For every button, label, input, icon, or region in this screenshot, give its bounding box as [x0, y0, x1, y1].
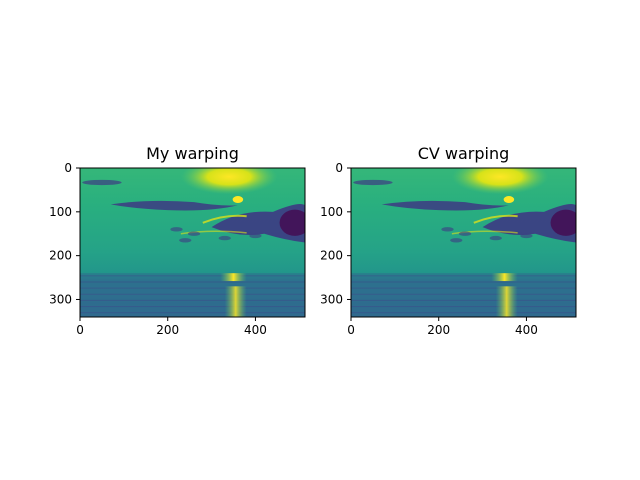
y-tick-label: 200 [49, 249, 72, 263]
reflection [491, 273, 518, 282]
sun-disk [232, 196, 244, 204]
cloud [249, 233, 262, 239]
subplot-cv-warping: CV warping 0 200 400 0 100 200 300 [320, 144, 577, 337]
x-tick-label: 200 [427, 323, 450, 337]
cloud [110, 200, 238, 211]
cloud [489, 235, 502, 241]
cloud [82, 179, 122, 186]
cloud [179, 238, 192, 243]
cloud [482, 203, 576, 243]
cloud [458, 231, 472, 236]
x-tick-label: 400 [515, 323, 538, 337]
x-tick-label: 0 [347, 323, 355, 337]
wave-line [80, 299, 305, 301]
axes-frame [350, 167, 577, 318]
wave-line [80, 281, 305, 283]
y-axis: 0 100 200 300 [49, 161, 80, 306]
cloud [550, 209, 576, 236]
sun-disk [503, 196, 515, 204]
y-tick-label: 300 [320, 292, 343, 306]
image-my-warping [80, 168, 305, 317]
wave-line [80, 287, 305, 289]
axes-frame [79, 167, 306, 318]
x-tick-label: 0 [76, 323, 84, 337]
wave-line [351, 306, 576, 308]
cloud [353, 179, 393, 186]
sea [80, 273, 305, 317]
cloud [218, 235, 231, 241]
wave-line [80, 275, 305, 277]
image-cv-warping [351, 168, 576, 317]
x-axis: 0 200 400 [347, 317, 538, 337]
y-tick-label: 0 [64, 161, 72, 175]
wave-line [351, 312, 576, 314]
y-tick-label: 100 [49, 205, 72, 219]
y-tick-label: 0 [335, 161, 343, 175]
wave-line [351, 287, 576, 289]
cloud-edge [451, 230, 518, 235]
cloud [279, 209, 305, 236]
cloud [170, 227, 183, 232]
wave-line [351, 281, 576, 283]
reflection [495, 286, 518, 317]
plot-title: CV warping [418, 144, 510, 163]
sea [351, 273, 576, 317]
wave-line [351, 293, 576, 295]
y-tick-label: 200 [320, 249, 343, 263]
wave-line [80, 306, 305, 308]
reflection [220, 273, 247, 282]
cloud [187, 231, 201, 236]
sun-glow [180, 168, 278, 195]
cloud-edge [473, 214, 518, 224]
y-axis: 0 100 200 300 [320, 161, 351, 306]
cloud-edge [202, 214, 247, 224]
y-tick-label: 100 [320, 205, 343, 219]
x-tick-label: 400 [244, 323, 267, 337]
cloud [450, 238, 463, 243]
cloud [520, 233, 533, 239]
cloud [381, 200, 509, 211]
wave-line [351, 299, 576, 301]
wave-line [80, 312, 305, 314]
cloud [441, 227, 454, 232]
wave-line [351, 275, 576, 277]
reflection [224, 286, 247, 317]
plot-title: My warping [146, 144, 239, 163]
y-tick-label: 300 [49, 292, 72, 306]
subplot-my-warping: My warping 0 200 400 0 100 200 300 [49, 144, 306, 337]
sun-glow [451, 168, 549, 195]
cloud-edge [180, 230, 247, 235]
cloud [211, 203, 305, 243]
x-axis: 0 200 400 [76, 317, 267, 337]
x-tick-label: 200 [156, 323, 179, 337]
wave-line [80, 293, 305, 295]
